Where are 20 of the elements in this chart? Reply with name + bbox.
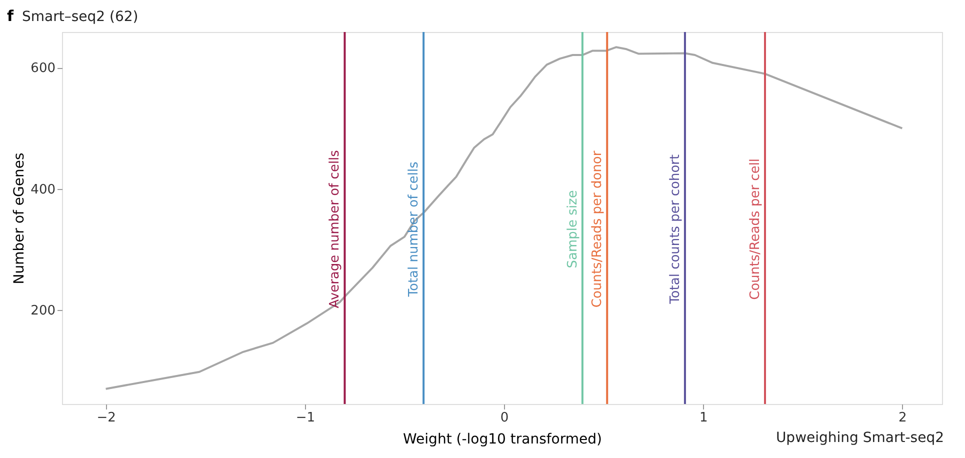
chart-title: Smart–seq2 (62) — [22, 9, 138, 25]
text: Upweighing Smart-seq2 — [776, 430, 944, 446]
ref-line-label: Counts/Reads per donor — [590, 150, 606, 308]
x-tick-label: −1 — [296, 410, 315, 426]
ref-line-label: Sample size — [565, 190, 580, 268]
y-tick-label: 200 — [30, 304, 56, 319]
ref-line-label: Counts/Reads per cell — [748, 158, 764, 300]
x-tick-label: 1 — [699, 410, 708, 426]
y-axis-title: Number of eGenes — [12, 152, 28, 284]
x-tick-label: 2 — [898, 410, 907, 426]
x-axis-title: Weight (-log10 transformed) — [403, 432, 602, 448]
ref-line-label: Total number of cells — [406, 161, 422, 298]
ref-line-label: Average number of cells — [328, 150, 343, 308]
y-tick-label: 400 — [30, 182, 56, 198]
text: f — [7, 7, 14, 25]
x-tick-label: −2 — [96, 410, 116, 426]
ref-line-label: Total counts per cohort — [668, 154, 683, 305]
line-series — [104, 46, 904, 390]
x-tick-label: 0 — [500, 410, 509, 426]
y-tick-label: 600 — [30, 61, 56, 76]
